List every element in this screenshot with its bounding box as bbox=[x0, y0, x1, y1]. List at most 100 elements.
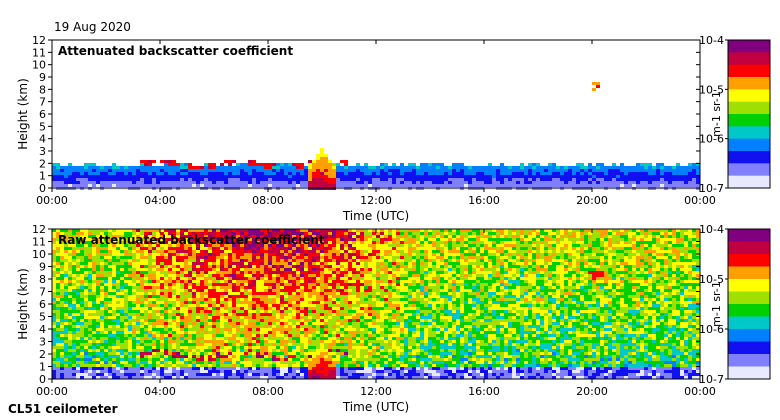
heatmap-cell bbox=[276, 268, 280, 271]
heatmap-cell bbox=[316, 262, 320, 265]
heatmap-cell bbox=[256, 265, 260, 268]
heatmap-cell bbox=[316, 172, 320, 175]
heatmap-cell bbox=[140, 253, 144, 256]
heatmap-cell bbox=[136, 352, 140, 355]
heatmap-cell bbox=[260, 244, 264, 247]
heatmap-cell bbox=[72, 241, 76, 244]
heatmap-cell bbox=[136, 253, 140, 256]
heatmap-cell bbox=[172, 331, 176, 334]
heatmap-cell bbox=[136, 376, 140, 379]
heatmap-cell bbox=[84, 232, 88, 235]
heatmap-cell bbox=[368, 178, 372, 181]
heatmap-cell bbox=[312, 235, 316, 238]
heatmap-cell bbox=[248, 286, 252, 289]
heatmap-cell bbox=[132, 325, 136, 328]
heatmap-cell bbox=[228, 286, 232, 289]
heatmap-cell bbox=[412, 166, 416, 169]
heatmap-cell bbox=[120, 349, 124, 352]
heatmap-cell bbox=[152, 304, 156, 307]
heatmap-cell bbox=[96, 175, 100, 178]
heatmap-cell bbox=[164, 355, 168, 358]
heatmap-cell bbox=[216, 256, 220, 259]
heatmap-cell bbox=[228, 328, 232, 331]
heatmap-cell bbox=[176, 364, 180, 367]
heatmap-cell bbox=[456, 178, 460, 181]
heatmap-cell bbox=[236, 322, 240, 325]
heatmap-cell bbox=[76, 169, 80, 172]
heatmap-cell bbox=[216, 325, 220, 328]
heatmap-cell bbox=[304, 277, 308, 280]
heatmap-cell bbox=[52, 265, 56, 268]
heatmap-cell bbox=[388, 175, 392, 178]
heatmap-cell bbox=[212, 376, 216, 379]
heatmap-cell bbox=[268, 310, 272, 313]
heatmap-cell bbox=[160, 181, 164, 184]
heatmap-cell bbox=[148, 274, 152, 277]
heatmap-cell bbox=[632, 184, 636, 187]
y-tick-label: 6 bbox=[39, 108, 46, 121]
heatmap-cell bbox=[100, 280, 104, 283]
heatmap-cell bbox=[152, 373, 156, 376]
heatmap-cell bbox=[84, 238, 88, 241]
heatmap-cell bbox=[316, 280, 320, 283]
heatmap-cell bbox=[96, 310, 100, 313]
heatmap-cell bbox=[136, 283, 140, 286]
heatmap-cell bbox=[312, 289, 316, 292]
heatmap-cell bbox=[240, 235, 244, 238]
heatmap-cell bbox=[220, 286, 224, 289]
heatmap-cell bbox=[56, 268, 60, 271]
heatmap-cell bbox=[136, 373, 140, 376]
heatmap-cell bbox=[472, 172, 476, 175]
heatmap-cell bbox=[252, 292, 256, 295]
heatmap-cell bbox=[64, 334, 68, 337]
heatmap-cell bbox=[240, 355, 244, 358]
heatmap-cell bbox=[184, 181, 188, 184]
heatmap-cell bbox=[636, 166, 640, 169]
heatmap-cell bbox=[308, 238, 312, 241]
heatmap-cell bbox=[268, 361, 272, 364]
heatmap-cell bbox=[236, 304, 240, 307]
heatmap-cell bbox=[192, 247, 196, 250]
heatmap-cell bbox=[228, 262, 232, 265]
heatmap-cell bbox=[236, 325, 240, 328]
heatmap-cell bbox=[240, 310, 244, 313]
heatmap-cell bbox=[520, 181, 524, 184]
heatmap-cell bbox=[160, 271, 164, 274]
heatmap-cell bbox=[276, 301, 280, 304]
heatmap-cell bbox=[184, 367, 188, 370]
heatmap-cell bbox=[432, 184, 436, 187]
heatmap-cell bbox=[256, 328, 260, 331]
heatmap-cell bbox=[116, 307, 120, 310]
heatmap-cell bbox=[52, 319, 56, 322]
heatmap-cell bbox=[316, 295, 320, 298]
heatmap-cell bbox=[104, 253, 108, 256]
heatmap-cell bbox=[196, 370, 200, 373]
heatmap-cell bbox=[112, 313, 116, 316]
heatmap-cell bbox=[388, 172, 392, 175]
heatmap-cell bbox=[324, 232, 328, 235]
heatmap-cell bbox=[228, 316, 232, 319]
heatmap-cell bbox=[60, 337, 64, 340]
heatmap-cell bbox=[440, 175, 444, 178]
heatmap-cell bbox=[204, 175, 208, 178]
heatmap-cell bbox=[148, 298, 152, 301]
heatmap-cell bbox=[68, 169, 72, 172]
heatmap-cell bbox=[52, 274, 56, 277]
heatmap-cell bbox=[64, 268, 68, 271]
heatmap-cell bbox=[80, 259, 84, 262]
heatmap-cell bbox=[308, 259, 312, 262]
heatmap-cell bbox=[296, 340, 300, 343]
heatmap-cell bbox=[104, 298, 108, 301]
heatmap-cell bbox=[320, 232, 324, 235]
heatmap-cell bbox=[80, 283, 84, 286]
heatmap-cell bbox=[164, 277, 168, 280]
heatmap-cell bbox=[272, 229, 276, 232]
heatmap-cell bbox=[172, 349, 176, 352]
heatmap-cell bbox=[432, 175, 436, 178]
heatmap-cell bbox=[508, 175, 512, 178]
heatmap-cell bbox=[288, 304, 292, 307]
colorbar-segment bbox=[728, 136, 770, 140]
heatmap-cell bbox=[160, 169, 164, 172]
heatmap-cell bbox=[148, 292, 152, 295]
heatmap-cell bbox=[176, 361, 180, 364]
